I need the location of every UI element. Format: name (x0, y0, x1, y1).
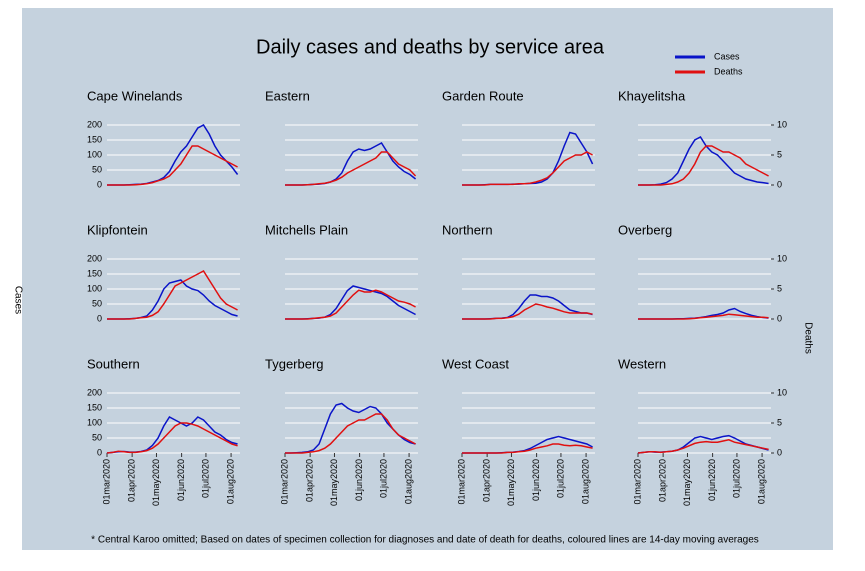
x-tick-label: 01jul2020 (731, 459, 741, 498)
panel-title: Klipfontein (87, 222, 148, 237)
x-tick-label: 01jun2020 (176, 459, 186, 501)
x-tick-label: 01may2020 (506, 459, 516, 506)
panel-title: West Coast (442, 356, 509, 371)
y-tick-label: 50 (92, 298, 102, 308)
panel-title: Eastern (265, 88, 310, 103)
y2-tick-label: 0 (777, 447, 782, 457)
x-tick-label: 01jun2020 (707, 459, 717, 501)
panel-title: Cape Winelands (87, 88, 183, 103)
series-line (106, 422, 238, 454)
y-tick-label: 0 (97, 179, 102, 189)
series-line (638, 313, 769, 320)
y2-tick-label: 5 (777, 149, 782, 159)
legend-label: Cases (714, 51, 740, 61)
y2-axis-label: Deaths (802, 322, 813, 354)
x-tick-label: 01aug2020 (225, 459, 235, 504)
x-tick-label: 01may2020 (151, 459, 161, 506)
series-line (462, 151, 593, 186)
x-tick-label: 01apr2020 (305, 459, 315, 502)
x-tick-label: 01jun2020 (531, 459, 541, 501)
y2-tick-label: 5 (777, 417, 782, 427)
panel-title: Mitchells Plain (265, 222, 348, 237)
x-tick-label: 01jul2020 (200, 459, 210, 498)
y2-tick-label: 0 (777, 313, 782, 323)
y-tick-label: 150 (87, 134, 102, 144)
panel-title: Northern (442, 222, 493, 237)
series-line (638, 136, 769, 186)
y-tick-label: 0 (97, 313, 102, 323)
panel-title: Overberg (618, 222, 672, 237)
series-line (462, 303, 593, 320)
y2-tick-label: 10 (777, 387, 787, 397)
x-tick-label: 01aug2020 (403, 459, 413, 504)
y2-tick-label: 10 (777, 119, 787, 129)
x-tick-label: 01jul2020 (378, 459, 388, 498)
y-axis-label: Cases (12, 286, 23, 314)
y2-tick-label: 5 (777, 283, 782, 293)
y-tick-label: 100 (87, 283, 102, 293)
background (22, 8, 833, 550)
x-tick-label: 01aug2020 (580, 459, 590, 504)
y2-tick-label: 0 (777, 179, 782, 189)
legend-label: Deaths (714, 66, 743, 76)
series-line (285, 151, 417, 186)
x-tick-label: 01apr2020 (127, 459, 137, 502)
y-tick-label: 200 (87, 119, 102, 129)
x-tick-label: 01mar2020 (101, 459, 111, 505)
x-tick-label: 01jul2020 (555, 459, 565, 498)
y2-tick-label: 10 (777, 253, 787, 263)
panel-title: Garden Route (442, 88, 524, 103)
series-line (638, 145, 769, 186)
series-line (285, 289, 416, 320)
y-tick-label: 200 (87, 387, 102, 397)
chart-title: Daily cases and deaths by service area (256, 36, 605, 58)
y-tick-label: 50 (92, 432, 102, 442)
panel-title: Western (618, 356, 666, 371)
series-line (107, 270, 238, 320)
x-tick-label: 01apr2020 (482, 459, 492, 502)
x-tick-label: 01mar2020 (279, 459, 289, 505)
panel-title: Tygerberg (265, 356, 324, 371)
panel-title: Southern (87, 356, 140, 371)
footnote: * Central Karoo omitted; Based on dates … (91, 535, 759, 546)
y-tick-label: 150 (87, 268, 102, 278)
series-line (462, 443, 593, 454)
y-tick-label: 100 (87, 417, 102, 427)
x-tick-label: 01may2020 (682, 459, 692, 506)
y-tick-label: 100 (87, 149, 102, 159)
series-line (637, 439, 769, 454)
series-line (285, 413, 416, 454)
x-tick-label: 01mar2020 (632, 459, 642, 505)
series-line (107, 145, 238, 186)
x-tick-label: 01mar2020 (456, 459, 466, 505)
y-tick-label: 200 (87, 253, 102, 263)
x-tick-label: 01aug2020 (756, 459, 766, 504)
panel-title: Khayelitsha (618, 88, 686, 103)
y-tick-label: 0 (97, 447, 102, 457)
y-tick-label: 50 (92, 164, 102, 174)
x-tick-label: 01jun2020 (354, 459, 364, 501)
y-tick-label: 150 (87, 402, 102, 412)
x-tick-label: 01may2020 (329, 459, 339, 506)
x-tick-label: 01apr2020 (658, 459, 668, 502)
